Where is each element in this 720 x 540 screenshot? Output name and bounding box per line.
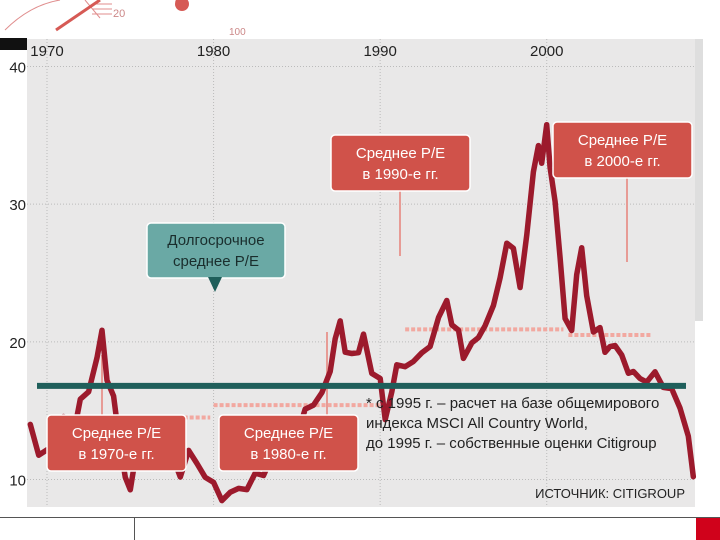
x-tick-label: 1970 <box>30 43 63 60</box>
x-tick-label: 1990 <box>363 43 396 60</box>
decorative-header-graphic: 20 100 <box>0 0 720 40</box>
y-tick-label: 10 <box>9 472 26 489</box>
source-label: ИСТОЧНИК: CITIGROUP <box>535 486 685 501</box>
footnote: * с 1995 г. – расчет на базе общемировог… <box>366 395 659 452</box>
y-tick-label: 40 <box>9 60 26 77</box>
callout-1990s-line2: в 1990-е гг. <box>362 166 438 183</box>
y-axis-ticks: 10 20 30 40 <box>9 60 26 490</box>
footnote-line2: индекса MSCI All Country World, <box>366 415 588 432</box>
footnote-line3: до 1995 г. – собственные оценки Citigrou… <box>366 435 657 452</box>
callout-2000s-line1: Среднее P/E <box>578 132 667 149</box>
left-edge-bar <box>0 38 27 50</box>
y-tick-label: 20 <box>9 335 26 352</box>
x-tick-label: 1980 <box>197 43 230 60</box>
callout-2000s: Среднее P/E в 2000-е гг. <box>552 121 693 179</box>
callout-1970s: Среднее P/E в 1970-е гг. <box>46 414 187 472</box>
right-edge-strip <box>695 39 703 321</box>
callout-1990s-line1: Среднее P/E <box>356 145 445 162</box>
callout-1970s-line2: в 1970-е гг. <box>78 446 154 463</box>
callout-2000s-line2: в 2000-е гг. <box>584 153 660 170</box>
callout-long-term-line1: Долгосрочное <box>167 232 264 249</box>
callout-1990s: Среднее P/E в 1990-е гг. <box>330 134 471 192</box>
callout-long-term-line2: среднее P/E <box>173 253 259 270</box>
svg-text:20: 20 <box>113 8 125 20</box>
footer-divider <box>134 517 135 540</box>
callout-1980s-line1: Среднее P/E <box>244 425 333 442</box>
x-axis-ticks: 1970 1980 1990 2000 <box>30 43 563 60</box>
x-tick-label: 2000 <box>530 43 563 60</box>
footnote-line1: * с 1995 г. – расчет на базе общемировог… <box>366 395 659 412</box>
callout-1970s-line1: Среднее P/E <box>72 425 161 442</box>
callout-1980s: Среднее P/E в 1980-е гг. <box>218 414 359 472</box>
y-tick-label: 30 <box>9 197 26 214</box>
svg-text:100: 100 <box>229 27 246 38</box>
callout-1980s-line2: в 1980-е гг. <box>250 446 326 463</box>
footer-accent <box>696 518 720 540</box>
callout-long-term: Долгосрочное среднее P/E <box>146 222 286 292</box>
footer-rule <box>0 517 720 518</box>
